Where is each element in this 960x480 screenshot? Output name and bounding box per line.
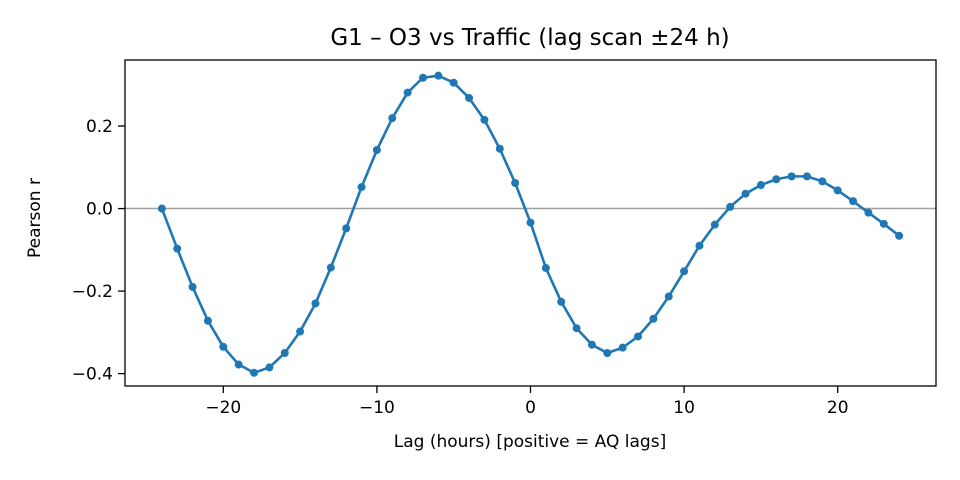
data-point xyxy=(188,282,197,291)
data-point xyxy=(326,263,335,272)
data-point xyxy=(802,172,811,181)
plot-area: −20 −10 0 10 20 −0.4 −0.2 0.0 0.2 xyxy=(72,59,937,418)
data-point xyxy=(342,224,351,233)
data-point xyxy=(234,360,243,369)
data-point xyxy=(541,263,550,272)
data-point xyxy=(449,78,458,87)
data-point xyxy=(572,324,581,333)
y-axis-label: Pearson r xyxy=(25,178,45,258)
data-point xyxy=(710,220,719,229)
data-point xyxy=(157,204,166,213)
x-tick-label: 0 xyxy=(525,398,536,418)
data-point xyxy=(465,93,474,102)
data-point xyxy=(511,178,520,187)
data-point xyxy=(787,172,796,181)
data-point xyxy=(726,202,735,211)
data-point xyxy=(526,218,535,227)
data-point xyxy=(203,316,212,325)
y-tick-label: −0.4 xyxy=(72,365,113,385)
data-point xyxy=(603,348,612,357)
x-tick-label: 20 xyxy=(827,398,849,418)
data-point xyxy=(587,340,596,349)
data-point xyxy=(372,145,381,154)
data-point xyxy=(849,197,858,206)
data-point xyxy=(357,183,366,192)
data-point xyxy=(772,175,781,184)
x-tick-label: 10 xyxy=(673,398,695,418)
data-point xyxy=(388,114,397,123)
data-point xyxy=(219,342,228,351)
data-point xyxy=(265,363,274,372)
chart-title: G1 – O3 vs Traffic (lag scan ±24 h) xyxy=(330,25,729,51)
data-point xyxy=(695,241,704,250)
data-point xyxy=(818,177,827,186)
data-point xyxy=(756,181,765,190)
data-point xyxy=(741,189,750,198)
data-point xyxy=(664,292,673,301)
data-point xyxy=(864,208,873,217)
data-point xyxy=(434,71,443,80)
data-point xyxy=(634,332,643,341)
data-point xyxy=(618,343,627,352)
data-point xyxy=(403,88,412,97)
data-point xyxy=(680,267,689,276)
data-point xyxy=(173,244,182,253)
data-point xyxy=(649,314,658,323)
data-point xyxy=(557,297,566,306)
y-tick-label: −0.2 xyxy=(72,282,113,302)
x-tick-label: −20 xyxy=(205,398,241,418)
data-point xyxy=(495,144,504,153)
y-tick-label: 0.2 xyxy=(86,117,113,137)
data-point xyxy=(296,327,305,336)
x-axis-label: Lag (hours) [positive = AQ lags] xyxy=(394,432,666,452)
data-point xyxy=(250,368,259,377)
data-point xyxy=(280,348,289,357)
data-point xyxy=(311,299,320,308)
data-point xyxy=(418,73,427,82)
data-point xyxy=(895,231,904,240)
data-point xyxy=(833,186,842,195)
x-tick-label: −10 xyxy=(359,398,395,418)
y-tick-label: 0.0 xyxy=(86,200,113,220)
data-point xyxy=(879,219,888,228)
data-point xyxy=(480,115,489,124)
